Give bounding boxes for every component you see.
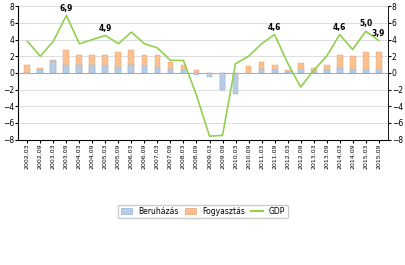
Bar [271, 65, 277, 73]
Bar [89, 65, 95, 73]
Bar [310, 72, 316, 73]
Bar [362, 52, 368, 73]
Bar [154, 55, 160, 73]
GDP [129, 30, 134, 34]
Bar [206, 73, 212, 77]
Bar [245, 66, 251, 73]
Bar [180, 65, 186, 73]
GDP [103, 34, 108, 37]
Legend: Beruházás, Fogyasztás, GDP: Beruházás, Fogyasztás, GDP [118, 205, 287, 218]
Bar [284, 70, 290, 73]
GDP [155, 46, 160, 50]
GDP [64, 14, 68, 17]
GDP [207, 135, 211, 138]
GDP [337, 33, 341, 36]
GDP [181, 59, 185, 62]
Bar [245, 73, 251, 74]
Text: 3,9: 3,9 [371, 29, 384, 38]
GDP [258, 42, 263, 45]
Bar [297, 70, 303, 73]
Bar [167, 69, 173, 73]
Bar [24, 65, 30, 73]
Bar [349, 70, 355, 73]
Bar [193, 73, 199, 74]
Bar [50, 60, 56, 73]
Bar [297, 63, 303, 73]
GDP [90, 38, 95, 41]
GDP [168, 59, 173, 62]
Bar [323, 65, 329, 73]
GDP [284, 61, 289, 64]
Bar [323, 70, 329, 73]
GDP [38, 55, 43, 58]
Bar [76, 65, 82, 73]
Bar [206, 73, 212, 74]
Bar [180, 70, 186, 73]
GDP [271, 33, 276, 36]
GDP [245, 55, 250, 58]
Text: 4,6: 4,6 [267, 23, 281, 32]
GDP [77, 42, 81, 45]
GDP [297, 86, 302, 89]
Bar [102, 66, 108, 73]
Bar [219, 73, 225, 90]
Bar [128, 65, 134, 73]
Bar [284, 72, 290, 73]
GDP [25, 40, 30, 43]
Bar [258, 62, 264, 73]
Bar [76, 55, 82, 73]
Bar [193, 70, 199, 73]
Bar [336, 68, 342, 73]
Bar [63, 50, 69, 73]
GDP [142, 42, 147, 45]
Bar [310, 68, 316, 73]
GDP [310, 69, 315, 72]
Bar [37, 68, 43, 73]
Bar [128, 50, 134, 73]
Bar [24, 73, 30, 74]
GDP [194, 94, 198, 97]
GDP [362, 30, 367, 33]
Bar [232, 73, 238, 83]
Bar [154, 67, 160, 73]
GDP [232, 62, 237, 65]
GDP [51, 40, 55, 43]
Text: 5,0: 5,0 [358, 20, 371, 28]
Text: 6,9: 6,9 [60, 4, 73, 13]
Bar [102, 55, 108, 73]
Bar [115, 67, 121, 73]
Bar [115, 52, 121, 73]
Line: GDP: GDP [27, 15, 378, 136]
Bar [167, 62, 173, 73]
Bar [37, 70, 43, 73]
GDP [220, 134, 224, 137]
Bar [141, 55, 147, 73]
Bar [375, 70, 381, 73]
GDP [116, 42, 121, 45]
Text: 4,9: 4,9 [98, 24, 112, 33]
Bar [271, 70, 277, 73]
GDP [350, 48, 354, 51]
Bar [50, 61, 56, 73]
Bar [219, 73, 225, 90]
Bar [89, 55, 95, 73]
Bar [63, 65, 69, 73]
Bar [375, 52, 381, 73]
Bar [349, 56, 355, 73]
Text: 4,6: 4,6 [332, 23, 345, 32]
GDP [324, 55, 328, 58]
GDP [375, 39, 380, 42]
Bar [141, 66, 147, 73]
Bar [258, 69, 264, 73]
Bar [232, 73, 238, 94]
Bar [336, 55, 342, 73]
Bar [362, 70, 368, 73]
